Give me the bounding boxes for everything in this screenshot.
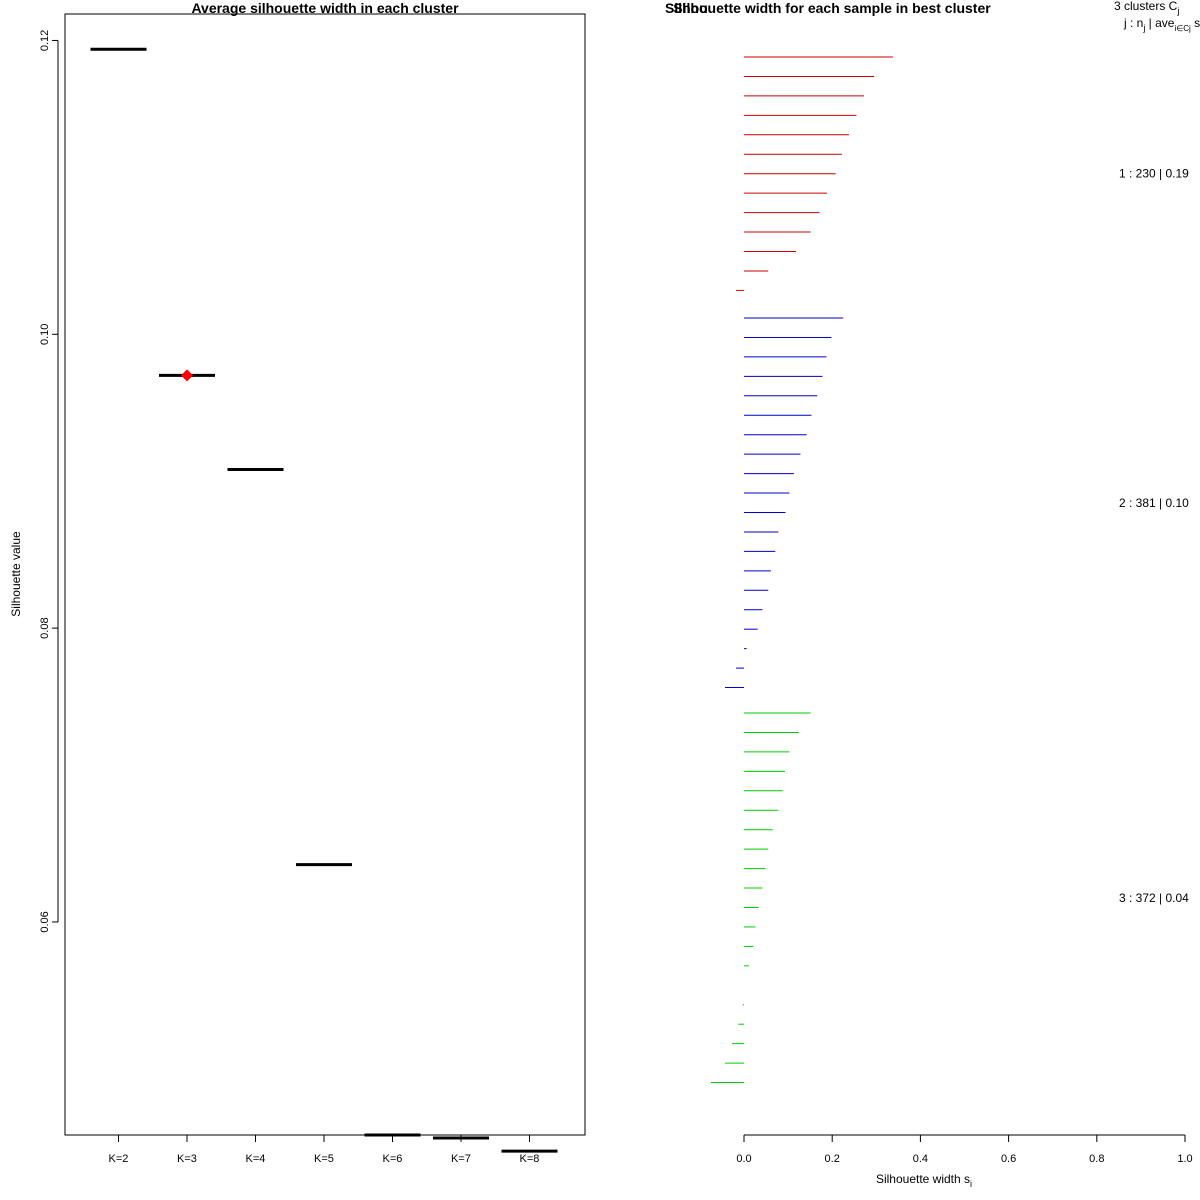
left-y-tick-label: 0.06	[39, 911, 51, 932]
right-x-tick-label: 0.8	[1089, 1153, 1104, 1165]
cluster-header-line2-sub2: i∈Cj	[1174, 24, 1191, 33]
left-x-tick-label: K=4	[246, 1153, 266, 1165]
right-chart-title-overlap: Silhou	[665, 0, 708, 16]
left-y-tick-label: 0.12	[39, 30, 51, 51]
cluster-header-line2-c: s	[1191, 16, 1200, 30]
right-x-axis-label: Silhouette width si	[876, 1172, 972, 1189]
cluster-header-line1: 3 clusters Cj	[1114, 0, 1179, 16]
right-x-axis-label-text: Silhouette width s	[876, 1172, 970, 1186]
right-x-tick-label: 0.6	[1001, 1153, 1016, 1165]
cluster-header-line2-b: | ave	[1145, 16, 1174, 30]
left-chart: Average silhouette width in each cluster…	[9, 0, 586, 1165]
left-plot-frame	[64, 13, 586, 1136]
right-x-tick-label: 0.0	[736, 1153, 751, 1165]
left-marks	[90, 47, 558, 1153]
left-x-tick-label: K=7	[451, 1153, 471, 1165]
left-x-tick-label: K=3	[177, 1153, 197, 1165]
right-x-axis-label-sub: i	[970, 1179, 972, 1189]
cluster-header-line1-text: 3 clusters C	[1114, 0, 1178, 13]
left-y-axis-label: Silhouette value	[9, 531, 23, 617]
cluster-header-line2-a: j : n	[1123, 16, 1143, 30]
left-x-axis: K=2 K=3 K=4 K=5 K=6 K=7 K=8	[109, 1134, 540, 1165]
right-cluster-labels: 1 : 230 | 0.19 2 : 381 | 0.10 3 : 372 | 0.…	[1119, 167, 1189, 905]
left-y-tick-label: 0.08	[39, 617, 51, 638]
cluster-label: 1 : 230 | 0.19	[1119, 167, 1189, 181]
left-x-tick-label: K=2	[109, 1153, 129, 1165]
cluster-header-line1-sub: j	[1176, 6, 1179, 16]
cluster-label: 3 : 372 | 0.04	[1119, 891, 1189, 905]
left-y-tick-label: 0.10	[39, 324, 51, 345]
right-chart: Silhouette width for each sample in best…	[665, 0, 1200, 1189]
cluster-header-line2-sub1: j	[1142, 23, 1145, 33]
right-x-tick-label: 0.2	[825, 1153, 840, 1165]
right-chart-title: Silhouette width for each sample in best…	[673, 0, 991, 16]
cluster-header-line2: j : nj | avei∈Cj s	[1123, 16, 1200, 33]
right-x-tick-label: 0.4	[913, 1153, 928, 1165]
left-x-tick-label: K=8	[520, 1153, 540, 1165]
left-y-axis: 0.06 0.08 0.10 0.12	[39, 30, 59, 933]
left-x-tick-label: K=6	[383, 1153, 403, 1165]
left-chart-title: Average silhouette width in each cluster	[191, 0, 459, 16]
best-k-marker	[181, 369, 193, 382]
right-x-tick-label: 1.0	[1177, 1153, 1192, 1165]
left-x-tick-label: K=5	[314, 1153, 334, 1165]
right-bars	[710, 56, 894, 1084]
right-x-axis: 0.0 0.2 0.4 0.6 0.8 1.0	[736, 1134, 1193, 1165]
cluster-label: 2 : 381 | 0.10	[1119, 496, 1189, 510]
